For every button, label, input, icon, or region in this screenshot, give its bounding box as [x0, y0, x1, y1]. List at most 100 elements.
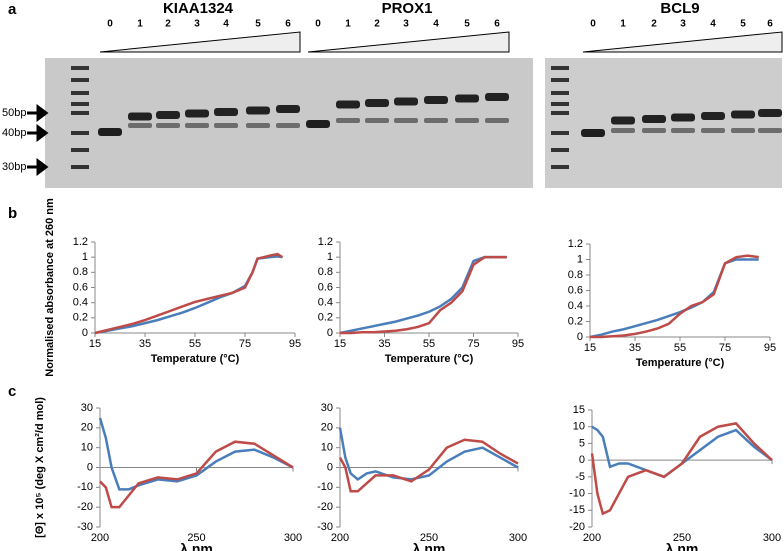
gel-title: KIAA1324	[163, 0, 234, 17]
gel-band	[731, 128, 755, 133]
x-axis-label: λ nm	[180, 541, 213, 551]
x-tick-label: 35	[629, 342, 641, 354]
y-tick-label: 20	[321, 422, 333, 434]
y-tick-label: 0.6	[568, 284, 583, 296]
x-tick-label: 15	[89, 338, 101, 350]
x-tick-label: 75	[467, 338, 479, 350]
series-line	[339, 255, 507, 335]
y-tick-label: 1	[82, 251, 88, 263]
y-tick-label: 1.2	[568, 238, 583, 250]
lane-label: 1	[620, 19, 626, 30]
lane-label: 2	[651, 19, 657, 30]
y-tick-label: 1	[577, 253, 583, 265]
gel-band	[98, 128, 122, 136]
y-tick-label: 15	[573, 404, 585, 416]
x-tick-label: 300	[284, 532, 302, 544]
lane-label: 5	[464, 19, 470, 30]
lane-label: 0	[107, 19, 113, 30]
lane-label: 4	[433, 19, 439, 30]
gel-band	[581, 129, 605, 137]
series-line	[99, 440, 294, 509]
y-tick-label: 0	[327, 461, 333, 473]
y-tick-label: 0.4	[73, 297, 88, 309]
gel-band	[455, 94, 479, 103]
x-tick-label: 35	[378, 338, 390, 350]
series-line	[589, 258, 759, 339]
y-tick-label: -5	[575, 471, 585, 483]
marker-label: 40bp	[2, 127, 26, 139]
y-tick-label: -10	[317, 481, 333, 493]
gel-band	[336, 118, 360, 123]
lane-label: 6	[767, 19, 773, 30]
ladder-band	[551, 102, 569, 106]
ladder-band	[71, 78, 89, 82]
gel-band	[394, 118, 418, 123]
y-axis-label: Normalised absorbance at 260 nm	[44, 198, 56, 377]
gel-band	[758, 128, 782, 133]
gel-band	[214, 123, 238, 128]
ladder-band	[551, 111, 569, 115]
gel-band	[611, 116, 635, 125]
x-tick-label: 55	[674, 342, 686, 354]
marker-label: 50bp	[2, 107, 26, 119]
series-line	[94, 252, 284, 335]
gel-band	[485, 93, 509, 101]
lane-label: 0	[590, 19, 596, 30]
ladder-band	[551, 78, 569, 82]
x-tick-label: 250	[420, 532, 438, 544]
gel-band	[365, 118, 389, 123]
x-tick-label: 35	[139, 338, 151, 350]
y-tick-label: 0	[327, 327, 333, 339]
gel-band	[128, 112, 152, 121]
gel-band	[671, 113, 695, 122]
gradient-wedge	[307, 31, 510, 53]
gel-band	[731, 110, 755, 119]
x-axis-label: Temperature (°C)	[385, 353, 474, 365]
y-tick-label: 1	[327, 251, 333, 263]
lane-label: 4	[223, 19, 229, 30]
x-tick-label: 15	[334, 338, 346, 350]
y-tick-label: -20	[569, 521, 585, 533]
gel-band	[642, 128, 666, 133]
gel-band	[758, 109, 782, 117]
series-line	[590, 422, 773, 516]
gel-band	[424, 96, 448, 104]
lane-label: 2	[165, 19, 171, 30]
x-tick-label: 95	[512, 338, 524, 350]
gel-title: PROX1	[382, 0, 433, 17]
panel-letter: a	[8, 1, 17, 18]
gel-band	[701, 128, 725, 133]
y-tick-label: 10	[573, 421, 585, 433]
gel-band	[701, 112, 725, 120]
y-tick-label: 0.8	[73, 266, 88, 278]
y-tick-label: 0.4	[568, 300, 583, 312]
gel-band	[185, 123, 209, 128]
ladder-band	[71, 111, 89, 115]
y-tick-label: -15	[569, 504, 585, 516]
x-tick-label: 55	[423, 338, 435, 350]
series-line	[338, 427, 519, 481]
series-line	[340, 255, 507, 335]
ladder-band	[71, 165, 89, 169]
gel-band	[185, 109, 209, 118]
gel-band	[336, 100, 360, 109]
x-tick-label: 200	[91, 532, 109, 544]
panel-letter: c	[8, 383, 16, 400]
y-axis-label: [Θ] x 10⁵ (deg X cm²/d mol)	[34, 397, 46, 538]
lane-label: 5	[740, 19, 746, 30]
x-tick-label: 250	[673, 532, 691, 544]
lane-label: 3	[680, 19, 686, 30]
y-tick-label: -10	[77, 481, 93, 493]
gel-band	[246, 123, 270, 128]
gel-band	[276, 105, 300, 113]
series-line	[338, 438, 519, 493]
y-tick-label: -30	[317, 521, 333, 533]
y-tick-label: 20	[81, 422, 93, 434]
gel-band	[611, 128, 635, 133]
ladder-band	[71, 91, 89, 95]
gradient-wedge	[99, 31, 301, 53]
y-tick-label: 0.2	[318, 312, 333, 324]
y-tick-label: 0	[87, 461, 93, 473]
y-tick-label: -10	[569, 487, 585, 499]
